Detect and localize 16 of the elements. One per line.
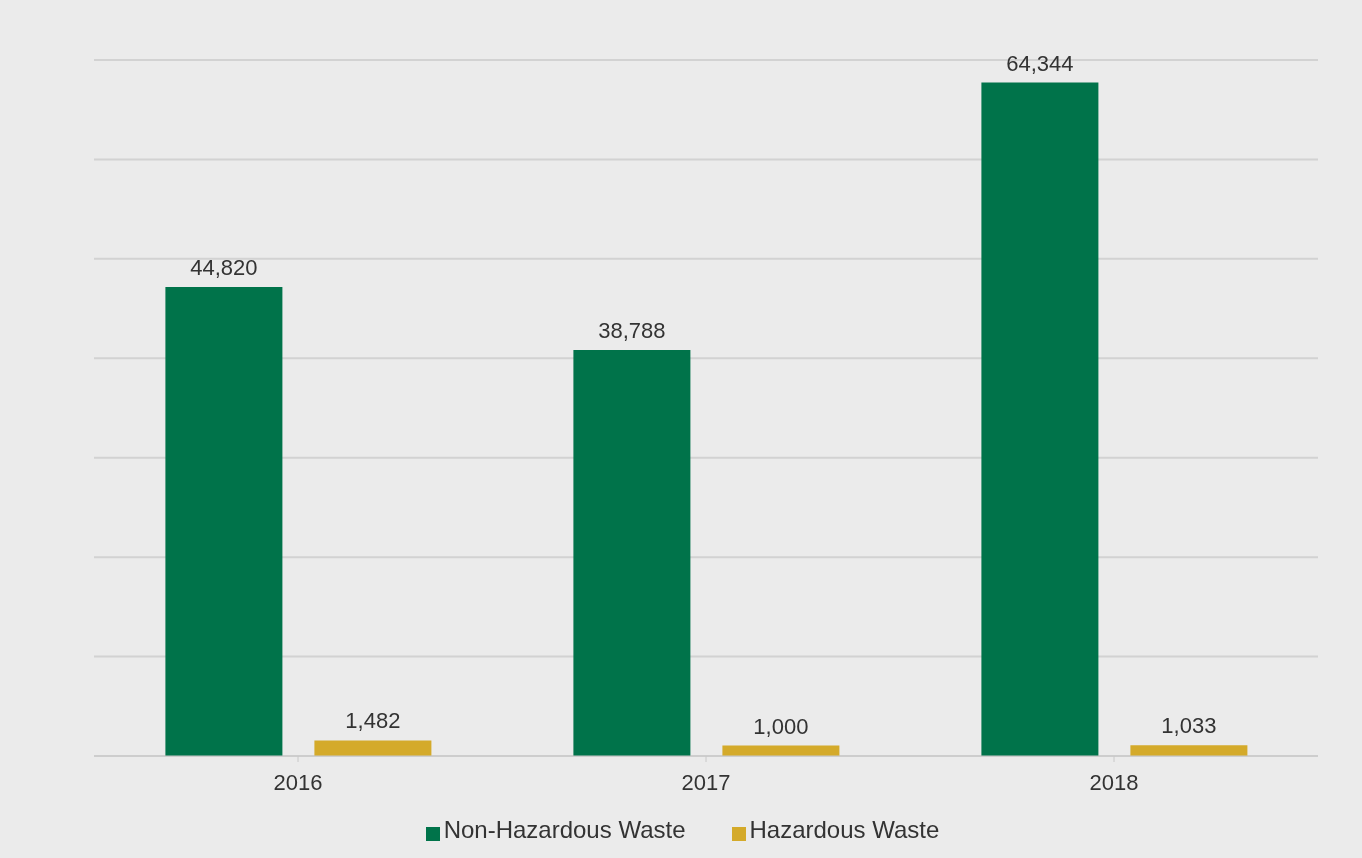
x-tick-label: 2018 xyxy=(1089,769,1139,795)
data-label: 38,788 xyxy=(598,318,666,344)
legend-label: Non-Hazardous Waste xyxy=(443,816,686,843)
x-tick-label: 2017 xyxy=(681,769,731,795)
x-tick-label: 2016 xyxy=(273,769,323,795)
bar xyxy=(573,350,691,756)
data-label: 1,482 xyxy=(345,708,401,734)
bar xyxy=(314,740,432,756)
bar xyxy=(165,286,283,756)
data-label: 44,820 xyxy=(190,254,258,280)
data-label: 64,344 xyxy=(1006,50,1074,76)
bar xyxy=(1130,745,1248,756)
bar xyxy=(981,82,1099,756)
legend-label: Hazardous Waste xyxy=(749,816,940,843)
data-label: 1,033 xyxy=(1161,713,1217,739)
data-label: 1,000 xyxy=(753,713,809,739)
